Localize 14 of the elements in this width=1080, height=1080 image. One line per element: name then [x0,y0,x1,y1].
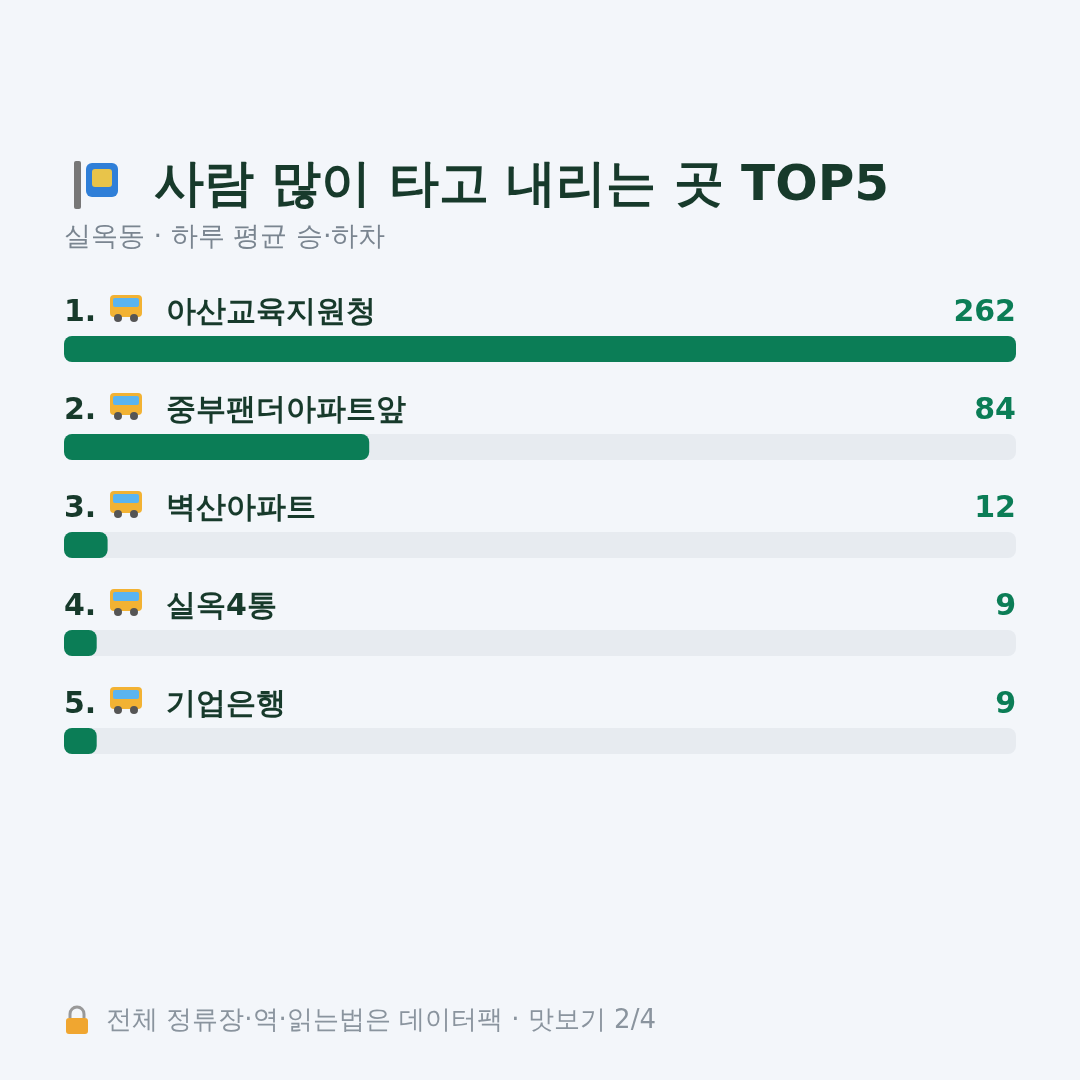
data-label: 9 [995,587,1016,622]
data-label: 9 [995,685,1016,720]
category-label: 3. 벽산아파트 [64,489,316,524]
category-label: 2. 중부팬더아파트앞 [64,391,406,426]
chart-title: 사람 많이 타고 내리는 곳 TOP5 [154,153,890,214]
bar [64,532,108,558]
category-label: 5. 기업은행 [64,685,286,720]
text: 전체 정류장·역·읽는법은 데이터팩 · 맛보기 2/4 [106,1003,656,1036]
data-label: 262 [953,293,1016,328]
category-label: 4. 실옥4통 [64,587,277,622]
data-label: 12 [974,489,1016,524]
chart-subtitle: 실옥동 · 하루 평균 승·하차 [64,219,386,253]
data-label: 84 [974,391,1016,426]
category-label: 1. 아산교육지원청 [64,293,376,328]
